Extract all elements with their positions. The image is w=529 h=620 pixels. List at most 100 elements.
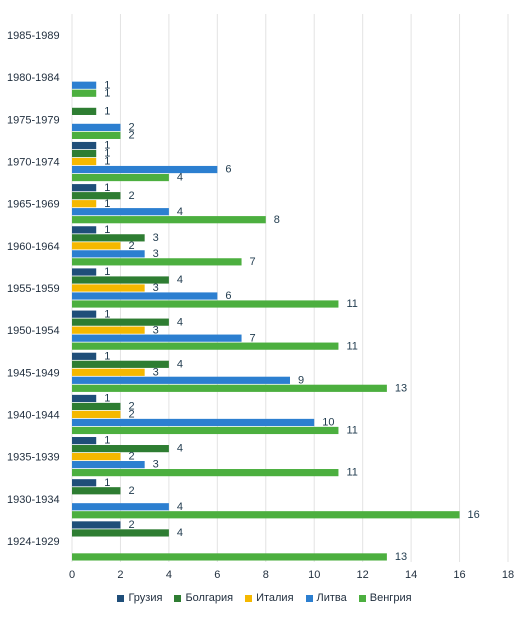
bars <box>72 81 460 561</box>
bar <box>72 553 387 561</box>
category-label: 1945-1949 <box>7 367 60 379</box>
data-label: 2 <box>128 485 134 497</box>
bar <box>72 410 121 419</box>
bar <box>72 89 97 97</box>
data-label: 4 <box>177 274 183 286</box>
legend-item: Италия <box>245 592 294 604</box>
category-label: 1950-1954 <box>7 325 60 337</box>
category-label: 1975-1979 <box>7 114 60 126</box>
data-label: 1 <box>104 393 110 405</box>
data-label: 4 <box>177 527 183 539</box>
x-tick-label: 8 <box>263 569 269 581</box>
bar <box>72 173 169 182</box>
data-label: 2 <box>128 401 134 413</box>
legend-swatch <box>174 594 182 602</box>
legend-swatch <box>358 594 366 602</box>
bar <box>72 276 169 284</box>
data-label: 4 <box>177 358 183 370</box>
bar <box>72 292 218 300</box>
data-label: 1 <box>104 266 110 278</box>
x-tick-label: 0 <box>69 569 75 581</box>
bar <box>72 208 169 216</box>
legend-swatch <box>305 594 313 602</box>
bar <box>72 200 97 208</box>
data-label: 6 <box>225 164 231 176</box>
data-label: 1 <box>104 350 110 362</box>
bar <box>72 157 97 166</box>
bar <box>72 453 121 461</box>
data-label: 1 <box>104 198 110 210</box>
bar <box>72 469 339 477</box>
data-label: 4 <box>177 316 183 328</box>
bar <box>72 81 97 89</box>
category-label: 1985-1989 <box>7 30 60 42</box>
data-label: 1 <box>104 435 110 447</box>
bar <box>72 258 242 266</box>
bar <box>72 242 121 250</box>
data-label: 1 <box>104 148 110 160</box>
category-label: 1935-1939 <box>7 452 60 464</box>
bar <box>72 487 121 495</box>
bar <box>72 165 218 174</box>
category-label: 1955-1959 <box>7 283 60 295</box>
bar <box>72 149 97 158</box>
bar <box>72 300 339 308</box>
data-label: 11 <box>346 467 357 479</box>
bar <box>72 234 145 242</box>
bar <box>72 226 97 234</box>
data-label: 11 <box>346 298 357 310</box>
bar <box>72 310 97 318</box>
legend-item: Грузия <box>117 592 162 604</box>
bar <box>72 418 315 427</box>
x-tick-label: 16 <box>453 569 465 581</box>
data-label: 1 <box>104 308 110 320</box>
category-label: 1965-1969 <box>7 199 60 211</box>
category-labels: 1924-1929 1930-1934 1935-1939 1940-1944 1945… <box>7 30 60 548</box>
x-axis-tick-labels: 0 2 4 6 8 10 12 14 16 18 <box>69 569 514 581</box>
bar <box>72 123 121 131</box>
bar <box>72 184 97 192</box>
bar <box>72 394 97 403</box>
data-label: 7 <box>250 256 256 268</box>
bar <box>72 141 97 150</box>
bar <box>72 342 339 350</box>
data-label: 1 <box>104 79 110 91</box>
bar <box>72 216 266 224</box>
bar <box>72 107 97 115</box>
data-label: 1 <box>104 182 110 194</box>
data-label: 6 <box>225 290 231 302</box>
bar <box>72 376 290 384</box>
data-label: 3 <box>153 459 159 471</box>
bar <box>72 268 97 276</box>
bar-chart: 1924-1929 1930-1934 1935-1939 1940-1944 1945… <box>7 14 514 581</box>
data-label: 10 <box>322 417 334 429</box>
legend-label: Грузия <box>128 592 163 604</box>
data-label: 1 <box>104 87 110 99</box>
data-label: 13 <box>395 382 407 394</box>
data-label: 3 <box>153 248 159 260</box>
bar <box>72 402 121 411</box>
data-label: 1 <box>104 477 110 489</box>
bar <box>72 326 145 334</box>
bar <box>72 284 145 292</box>
bar <box>72 503 169 511</box>
bar <box>72 445 169 453</box>
category-label: 1970-1974 <box>7 157 60 169</box>
gridlines <box>71 14 509 562</box>
data-labels: 2413124161423111221011143913143711143611… <box>104 79 480 563</box>
bar <box>72 368 145 376</box>
x-tick-label: 18 <box>502 569 514 581</box>
data-label: 4 <box>177 206 183 218</box>
data-label: 2 <box>128 519 134 531</box>
data-label: 3 <box>153 282 159 294</box>
category-label: 1924-1929 <box>7 536 60 548</box>
x-tick-label: 12 <box>357 569 369 581</box>
data-label: 11 <box>346 340 357 352</box>
bar <box>72 426 339 435</box>
legend-item: Литва <box>305 592 347 604</box>
bar <box>72 521 121 529</box>
bar <box>72 461 145 469</box>
data-label: 4 <box>177 501 183 513</box>
data-label: 2 <box>128 190 134 202</box>
x-tick-label: 4 <box>166 569 172 581</box>
